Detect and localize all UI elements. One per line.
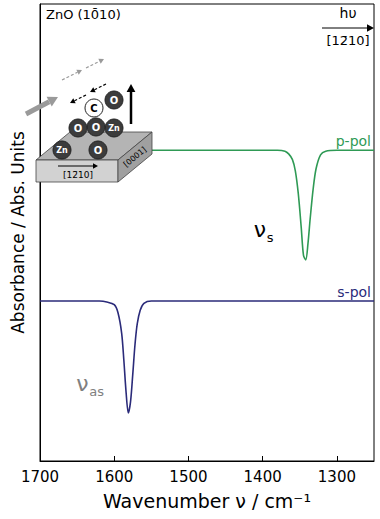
svg-text:O: O <box>74 123 83 134</box>
svg-text:s: s <box>267 230 274 245</box>
svg-text:ν: ν <box>254 217 266 242</box>
svg-text:ν: ν <box>76 371 88 396</box>
svg-text:Zn: Zn <box>108 124 120 133</box>
svg-text:C: C <box>90 103 97 114</box>
svg-text:O: O <box>92 122 101 133</box>
svg-text:s-pol: s-pol <box>337 284 371 300</box>
svg-text:Zn: Zn <box>56 146 68 155</box>
svg-text:Wavenumber ν / cm⁻¹: Wavenumber ν / cm⁻¹ <box>103 490 311 512</box>
svg-text:1400: 1400 <box>244 468 282 486</box>
svg-text:1300: 1300 <box>318 468 356 486</box>
svg-text:1700: 1700 <box>21 468 59 486</box>
svg-text:hυ: hυ <box>340 5 357 21</box>
svg-text:O: O <box>94 145 103 156</box>
svg-text:1500: 1500 <box>169 468 207 486</box>
svg-text:p-pol: p-pol <box>336 133 371 149</box>
svg-text:[12̄10]: [12̄10] <box>63 170 93 180</box>
svg-text:O: O <box>110 95 119 106</box>
svg-text:1600: 1600 <box>95 468 133 486</box>
svg-text:ZnO (10̄10): ZnO (10̄10) <box>46 7 121 22</box>
svg-text:Absorbance / Abs. Units: Absorbance / Abs. Units <box>8 131 28 334</box>
svg-text:[12̄10]: [12̄10] <box>326 33 369 48</box>
svg-text:[0001]: [0001] <box>122 145 148 169</box>
svg-text:as: as <box>89 384 104 399</box>
